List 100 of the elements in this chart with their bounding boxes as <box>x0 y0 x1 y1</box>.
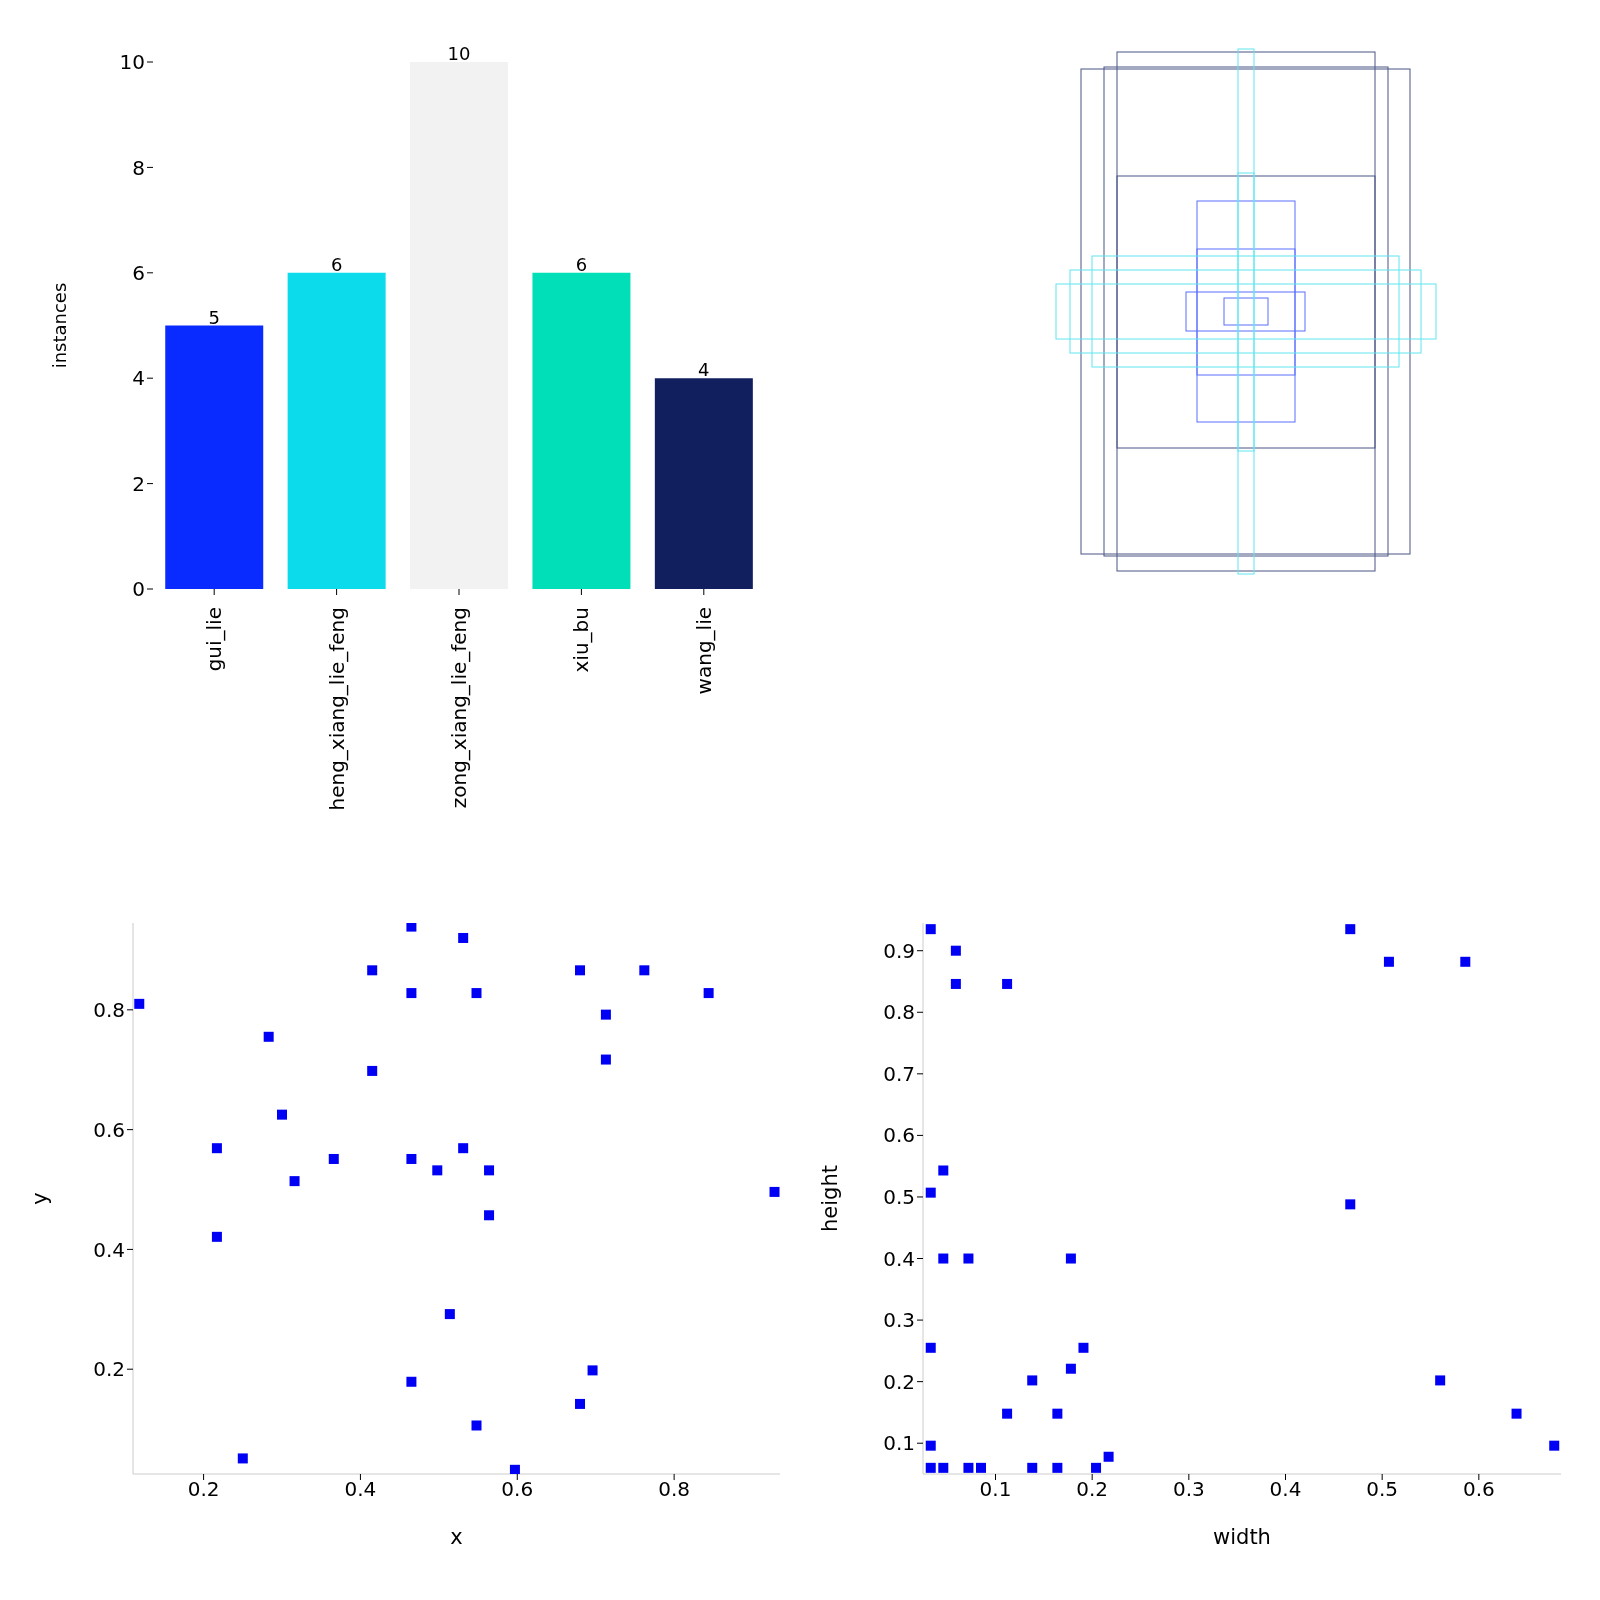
point <box>289 1176 300 1187</box>
y-tick-label: 0.1 <box>883 1431 915 1456</box>
x-tick-label: 0.4 <box>1269 1477 1302 1502</box>
x-tick-label: gui_lie <box>202 607 227 672</box>
x-tick-label: xiu_bu <box>569 607 594 673</box>
point <box>575 965 586 976</box>
y-tick-label: 0 <box>132 577 145 602</box>
y-tick-label: 0.5 <box>883 1185 915 1210</box>
x-tick-label: wang_lie <box>691 607 716 695</box>
x-tick-label: 0.2 <box>187 1477 220 1502</box>
x-tick-label: zong_xiang_lie_feng <box>447 607 471 809</box>
point <box>444 1309 455 1320</box>
point <box>1103 1451 1114 1462</box>
point <box>950 978 961 989</box>
point <box>600 1009 611 1020</box>
y-tick-label: 0.4 <box>93 1237 125 1262</box>
x-tick-label: 0.8 <box>658 1477 691 1502</box>
point <box>1435 1375 1446 1386</box>
y-tick-label: 0.6 <box>883 1123 915 1148</box>
point <box>406 1153 417 1164</box>
point <box>925 1342 936 1353</box>
y-tick-label: 0.2 <box>883 1369 915 1394</box>
point <box>1345 1199 1356 1210</box>
bar <box>532 272 631 589</box>
point <box>367 1065 378 1076</box>
data-label: 4 <box>698 359 710 381</box>
point <box>263 1031 274 1042</box>
point <box>134 998 145 1009</box>
point <box>237 1453 248 1464</box>
y-axis-title: y <box>28 1192 53 1205</box>
x-tick-label: 0.4 <box>344 1477 377 1502</box>
point <box>1383 956 1394 967</box>
y-axis-title: height <box>818 1165 843 1232</box>
point <box>1052 1462 1063 1473</box>
point <box>1065 1363 1076 1374</box>
point <box>1549 1440 1560 1451</box>
point <box>938 1165 949 1176</box>
x-axis-title: width <box>1213 1525 1271 1549</box>
point <box>769 1186 780 1197</box>
point <box>1027 1375 1038 1386</box>
bar <box>410 62 509 589</box>
bar <box>654 378 753 589</box>
point <box>600 1054 611 1065</box>
point <box>484 1165 495 1176</box>
y-tick-label: 0.8 <box>93 997 125 1022</box>
data-label: 6 <box>330 253 343 275</box>
point <box>1091 1462 1102 1473</box>
point <box>484 1210 495 1221</box>
x-tick-label: 0.5 <box>1366 1477 1399 1502</box>
point <box>938 1253 949 1264</box>
point <box>963 1462 974 1473</box>
y-axis-title: instances <box>49 282 71 369</box>
point <box>406 923 417 932</box>
point <box>1460 956 1471 967</box>
point <box>1002 1408 1013 1419</box>
point <box>367 965 378 976</box>
point <box>925 1462 936 1473</box>
point <box>925 1440 936 1451</box>
y-tick-label: 0.7 <box>883 1061 915 1086</box>
bar <box>165 325 264 589</box>
y-tick-label: 0.3 <box>883 1308 915 1333</box>
y-tick-label: 0.6 <box>93 1117 125 1142</box>
y-tick-label: 0.2 <box>93 1357 125 1382</box>
data-label: 5 <box>208 306 220 328</box>
y-tick-label: 4 <box>132 366 145 391</box>
point <box>458 1143 469 1154</box>
x-tick-label: 0.1 <box>979 1477 1012 1502</box>
point <box>575 1398 586 1409</box>
point <box>406 1376 417 1387</box>
x-tick-label: 0.2 <box>1076 1477 1109 1502</box>
point <box>406 988 417 999</box>
y-tick-label: 2 <box>132 471 145 496</box>
y-tick-label: 0.9 <box>883 938 915 963</box>
y-tick-label: 0.4 <box>883 1246 915 1271</box>
point <box>1065 1253 1076 1264</box>
x-axis-title: x <box>450 1525 463 1549</box>
y-tick-label: 0.8 <box>883 1000 915 1025</box>
point <box>471 1420 482 1431</box>
point <box>277 1109 288 1120</box>
point <box>1511 1408 1522 1419</box>
point <box>211 1231 222 1242</box>
y-tick-label: 6 <box>132 260 145 285</box>
point <box>432 1165 443 1176</box>
point <box>211 1143 222 1154</box>
point <box>1027 1462 1038 1473</box>
x-tick-label: heng_xiang_lie_feng <box>324 607 349 811</box>
point <box>587 1365 598 1376</box>
x-tick-label: 0.3 <box>1172 1477 1205 1502</box>
point <box>963 1253 974 1264</box>
point <box>471 988 482 999</box>
data-label: 10 <box>447 43 471 64</box>
point <box>938 1462 949 1473</box>
y-tick-label: 8 <box>132 155 145 180</box>
point <box>639 965 650 976</box>
point <box>703 988 714 999</box>
point <box>1078 1342 1089 1353</box>
point <box>509 1464 520 1474</box>
point <box>1002 978 1013 989</box>
y-tick-label: 10 <box>119 50 145 75</box>
point <box>1345 924 1356 935</box>
